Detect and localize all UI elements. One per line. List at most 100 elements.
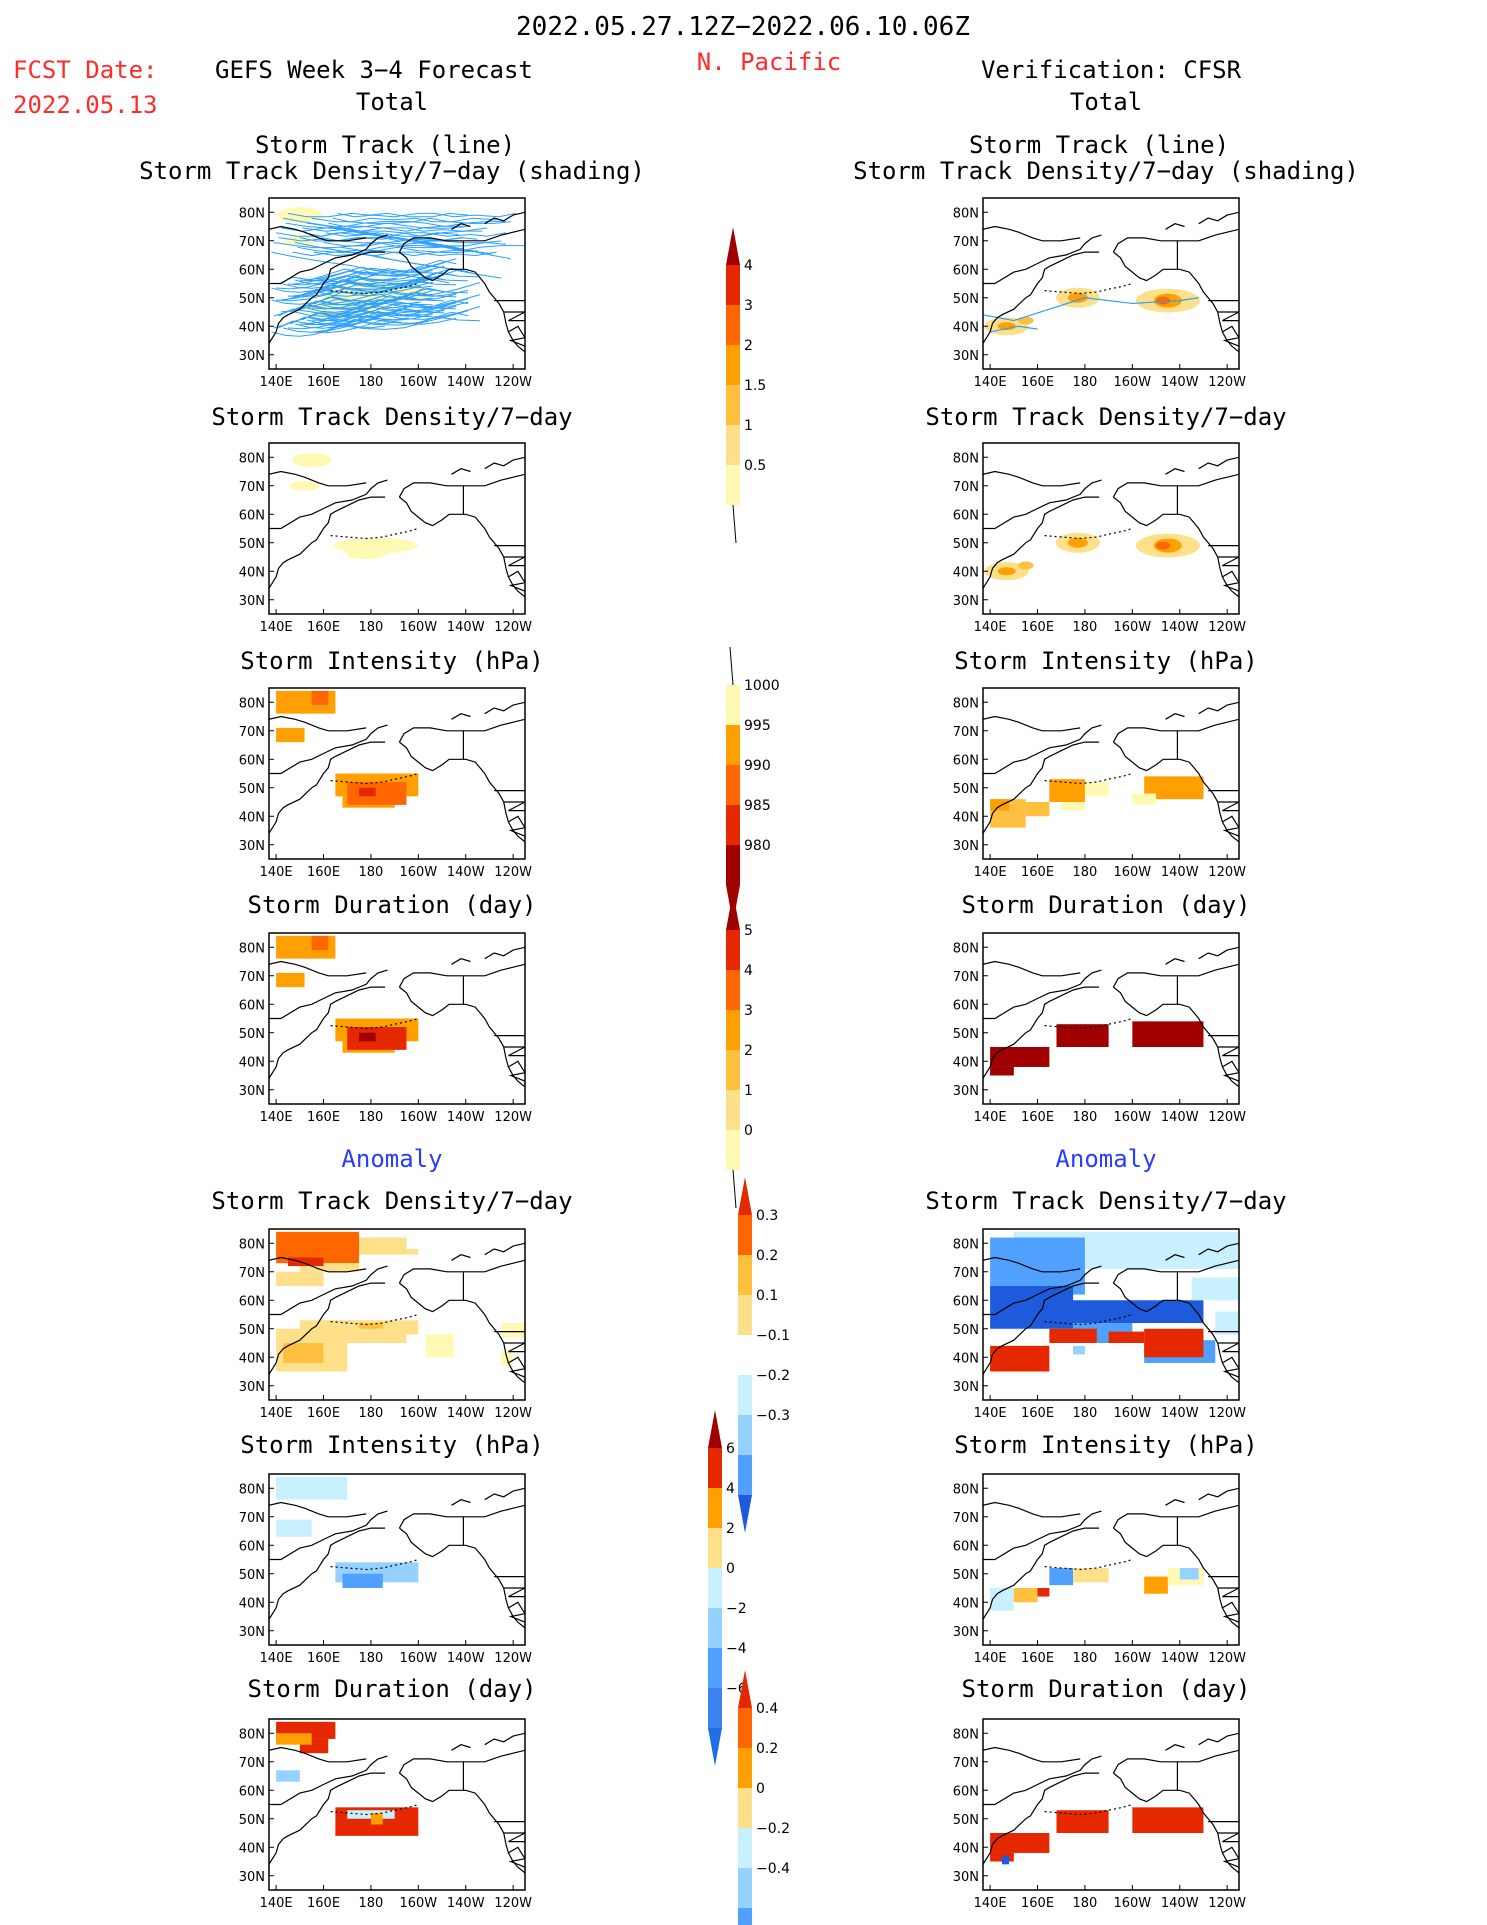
- x-tick-label: 160E: [1021, 1651, 1054, 1666]
- y-tick-label: 30N: [239, 1625, 265, 1640]
- colorbar-tick-label: −0.4: [756, 1861, 790, 1877]
- colorbar-segment: [708, 1528, 722, 1568]
- y-tick-label: 30N: [953, 349, 979, 364]
- map-frame: [268, 197, 526, 370]
- colorbar-top-arrow: [738, 1670, 752, 1708]
- colorbar-density_anom: 0.3 0.2 0.1 −0.1 −0.2 −0.3: [738, 1177, 790, 1533]
- density-contour: [289, 480, 320, 491]
- x-tick-label: 180: [1073, 620, 1098, 635]
- x-tick-label: 180: [1073, 865, 1098, 880]
- x-tick-label: 120W: [1208, 1896, 1246, 1911]
- map-cell: [1025, 802, 1050, 817]
- map-cell: [1132, 1021, 1204, 1047]
- y-tick-label: 40N: [239, 1841, 265, 1856]
- y-tick-label: 30N: [239, 1084, 265, 1099]
- title-l-intensity: Storm Intensity (hPa): [240, 647, 544, 675]
- map-gefs-intensity: 140E 160E 180 160W 140W 120W 80N 70N 60N 50N 40N 30…: [239, 687, 532, 880]
- y-tick-label: 50N: [239, 1323, 265, 1338]
- map-cell: [1056, 1810, 1109, 1833]
- colorbar-tick-label: 3: [744, 298, 753, 314]
- x-tick-label: 120W: [494, 620, 532, 635]
- map-cell: [1056, 1024, 1109, 1047]
- colorbar-tick-label: 2: [744, 1043, 753, 1059]
- map-gefs-duration: 140E 160E 180 160W 140W 120W 80N 70N 60N 50N 40N 30…: [239, 932, 532, 1125]
- x-tick-label: 160W: [1113, 1110, 1151, 1125]
- colorbar-segment: [726, 845, 740, 885]
- title-l-intensity-anom: Storm Intensity (hPa): [240, 1431, 544, 1459]
- y-tick-label: 70N: [239, 480, 265, 495]
- colorbar-tick-label: 2: [726, 1521, 735, 1537]
- y-tick-label: 40N: [239, 1055, 265, 1070]
- y-tick-label: 30N: [953, 1625, 979, 1640]
- y-tick-label: 70N: [239, 235, 265, 250]
- map-cfsr-density: 140E 160E 180 160W 140W 120W 80N 70N 60N 50N 40N 30…: [953, 442, 1246, 635]
- colorbar-top-arrow: [726, 227, 740, 265]
- colorbar-tick-label: 0.1: [756, 1288, 778, 1304]
- colorbar-segment: [708, 1608, 722, 1648]
- density-contour: [1156, 296, 1171, 305]
- y-tick-label: 50N: [953, 1568, 979, 1583]
- map-cell: [276, 727, 305, 743]
- colorbar-segment: [726, 345, 740, 385]
- y-tick-label: 30N: [953, 1870, 979, 1885]
- x-tick-label: 140E: [260, 865, 293, 880]
- colorbar-duration: 5 4 3 2 1 0: [726, 892, 753, 1209]
- y-tick-label: 50N: [953, 782, 979, 797]
- map-cell: [276, 1476, 348, 1500]
- y-tick-label: 80N: [239, 941, 265, 956]
- x-tick-label: 160W: [399, 1896, 437, 1911]
- colorbar-tick-label: −0.2: [756, 1368, 790, 1384]
- map-cell: [1001, 1855, 1010, 1865]
- title-r-intensity: Storm Intensity (hPa): [954, 647, 1258, 675]
- y-tick-label: 70N: [239, 1756, 265, 1771]
- map-frame: [268, 1718, 526, 1891]
- colorbar-segment: [708, 1488, 722, 1528]
- x-tick-label: 160W: [399, 1406, 437, 1421]
- density-contour: [346, 549, 387, 560]
- x-tick-label: 140W: [447, 620, 485, 635]
- colorbar-tick-label: 2: [744, 338, 753, 354]
- map-frame: [982, 1718, 1240, 1891]
- y-tick-label: 30N: [239, 1870, 265, 1885]
- colorbar-segment: [738, 1868, 752, 1908]
- y-tick-label: 40N: [953, 810, 979, 825]
- x-tick-label: 120W: [494, 375, 532, 390]
- colorbar-segment: [738, 1335, 752, 1375]
- y-tick-label: 60N: [239, 998, 265, 1013]
- colorbar-tick-label: 980: [744, 838, 771, 854]
- y-tick-label: 40N: [953, 1596, 979, 1611]
- map-cell: [1144, 1576, 1168, 1594]
- map-cell: [359, 1237, 407, 1255]
- map-cfsr-duration_anom: 140E 160E 180 160W 140W 120W 80N 70N 60N 50N 40N 30…: [953, 1718, 1246, 1911]
- title-r-track-line-2: Storm Track Density/7−day (shading): [853, 157, 1359, 185]
- map-frame: [982, 442, 1240, 615]
- x-tick-label: 140E: [974, 1896, 1007, 1911]
- map-cfsr-density_anom: 140E 160E 180 160W 140W 120W 80N 70N 60N 50N 40N 30…: [953, 1228, 1246, 1421]
- y-tick-label: 80N: [239, 206, 265, 221]
- colorbar-top-arrow: [708, 1410, 722, 1448]
- density-contour: [1017, 316, 1034, 325]
- map-cell: [1132, 1807, 1204, 1833]
- colorbar-segment: [726, 725, 740, 765]
- y-tick-label: 80N: [239, 1237, 265, 1252]
- x-tick-label: 140W: [447, 865, 485, 880]
- y-tick-label: 60N: [239, 1294, 265, 1309]
- y-tick-label: 70N: [239, 970, 265, 985]
- map-cfsr-track_line: 140E 160E 180 160W 140W 120W 80N 70N 60N 50N 40N 30…: [953, 197, 1246, 390]
- x-tick-label: 140E: [260, 1651, 293, 1666]
- y-tick-label: 60N: [239, 508, 265, 523]
- map-cell: [311, 935, 329, 951]
- x-tick-label: 180: [359, 375, 384, 390]
- map-gefs-duration_anom: 140E 160E 180 160W 140W 120W 80N 70N 60N 50N 40N 30…: [239, 1718, 532, 1911]
- map-cell: [1013, 1588, 1038, 1603]
- y-tick-label: 40N: [953, 565, 979, 580]
- map-cell: [990, 1047, 1050, 1067]
- title-l-duration-anom: Storm Duration (day): [247, 1675, 537, 1703]
- colorbar-segment: [738, 1908, 752, 1925]
- colorbar-intensity: 1000 995 990 985 980: [726, 646, 780, 923]
- x-tick-label: 140W: [1161, 1406, 1199, 1421]
- date-range-title: 2022.05.27.12Z−2022.06.10.06Z: [516, 12, 970, 42]
- map-cell: [283, 1343, 324, 1363]
- y-tick-label: 50N: [239, 537, 265, 552]
